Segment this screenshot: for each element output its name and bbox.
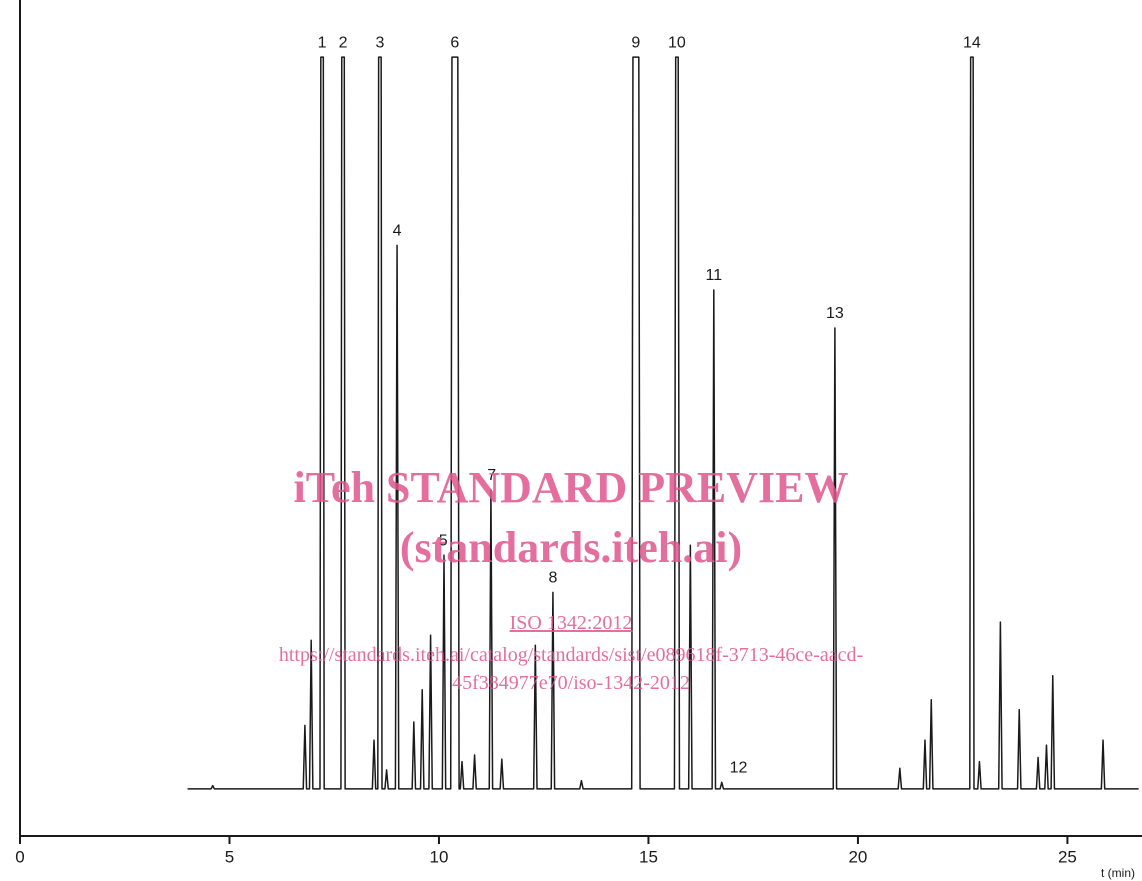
x-tick-label: 5: [225, 847, 234, 866]
peak-label: 1: [318, 34, 327, 51]
peak-label: 9: [631, 34, 640, 51]
x-tick-label: 20: [848, 847, 867, 866]
peak-label: 11: [706, 267, 723, 284]
peak-label: 7: [487, 467, 496, 484]
watermark-url: https://standards.iteh.ai/catalog/standa…: [278, 644, 864, 666]
x-tick-label: 15: [639, 847, 658, 866]
x-tick-label: 25: [1058, 847, 1077, 866]
watermark-title: iTeh STANDARD PREVIEW: [293, 463, 849, 512]
peak-label: 4: [393, 223, 402, 240]
peak-label: 12: [730, 760, 748, 777]
peak-label: 8: [548, 570, 557, 587]
trace: [187, 56, 1139, 790]
watermark-url: 45f384977e70/iso-1342-2012: [452, 672, 690, 694]
watermark-subtitle: (standards.iteh.ai): [399, 523, 743, 572]
peak-label: 14: [963, 34, 981, 51]
peak-label: 2: [339, 34, 348, 51]
peak-label: 5: [439, 532, 448, 549]
peak-label: 10: [668, 34, 686, 51]
x-tick-label: 0: [15, 847, 24, 866]
x-tick-label: 10: [430, 847, 449, 866]
peak-label: 13: [826, 305, 844, 322]
peak-label: 6: [450, 34, 459, 51]
watermark-standard: ISO 1342:2012: [509, 612, 633, 634]
peak-label: 3: [375, 34, 384, 51]
x-axis-label: t (min): [1101, 866, 1135, 880]
